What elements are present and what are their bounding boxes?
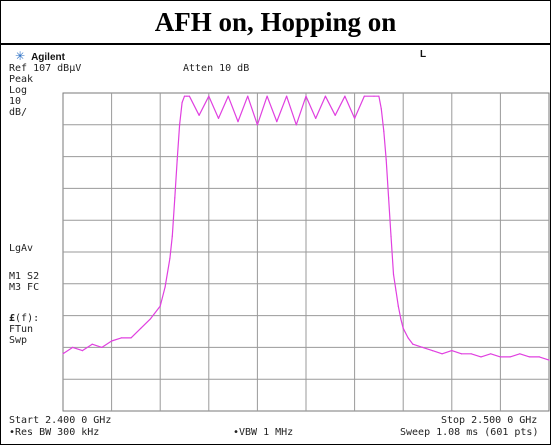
markers-line-1: M1 S2 <box>9 271 40 282</box>
scale-value-label: 10 <box>9 96 22 107</box>
trace-point <box>499 356 501 358</box>
trace-point <box>373 95 375 97</box>
trace-point <box>171 235 173 237</box>
trace-point <box>295 124 297 126</box>
ref-level-readout: Ref 107 dBµV <box>9 63 82 74</box>
trace-point <box>460 353 463 355</box>
trace-point <box>380 108 382 110</box>
figure-title: AFH on, Hopping on <box>1 1 550 45</box>
trace-point <box>519 353 521 355</box>
trace-point <box>174 197 176 199</box>
trace-point <box>400 318 402 320</box>
trace-point <box>188 95 190 97</box>
trace-point <box>538 356 540 358</box>
trace-point <box>72 346 74 348</box>
trace-point <box>509 356 511 358</box>
trace-point <box>315 117 317 119</box>
trace-point <box>324 95 326 97</box>
stop-frequency: Stop 2.500 0 GHz <box>441 415 538 426</box>
trace-point <box>388 197 390 199</box>
scale-type-label: Log <box>9 85 28 96</box>
trace-point <box>186 95 188 97</box>
trace-point <box>217 117 220 119</box>
trace-point <box>490 353 492 355</box>
agilent-starburst-icon: ✳ <box>15 49 26 63</box>
trace-point <box>181 101 183 104</box>
trace-point <box>363 95 365 97</box>
trace-point <box>130 337 132 339</box>
trace-point <box>451 350 453 352</box>
trace-point <box>344 95 346 97</box>
trace-point <box>412 343 414 345</box>
trace-point <box>548 359 550 361</box>
trace-point <box>164 286 166 288</box>
trace-point <box>395 289 397 291</box>
markers-line-2: M3 FC <box>9 282 40 293</box>
trace-point <box>237 121 239 123</box>
sweep-time: Sweep 1.08 ms (601 pts) <box>400 427 539 438</box>
trace-point <box>62 353 64 355</box>
start-frequency: Start 2.400 0 GHz <box>9 415 112 426</box>
trace-point <box>431 350 433 352</box>
analyzer-screen: ✳ Agilent L Ref 107 dBµV Atten 10 dB Peak… <box>1 45 550 444</box>
trace-point <box>227 95 229 97</box>
brand-logo: ✳ Agilent <box>15 49 65 63</box>
spectrum-plot <box>62 92 550 412</box>
mode-flag: L <box>420 49 427 60</box>
freq-offset-suffix: (f): <box>15 313 40 324</box>
trace-point <box>354 117 356 119</box>
trace-point <box>441 353 443 355</box>
trace-point <box>81 350 83 352</box>
trace-point <box>529 356 531 358</box>
resolution-bandwidth: •Res BW 300 kHz <box>9 427 100 438</box>
trace-point <box>266 95 268 97</box>
detector-label: Peak <box>9 74 34 85</box>
trace-point <box>149 318 152 320</box>
ftun-label: FTun <box>9 324 34 335</box>
trace-point <box>407 337 409 339</box>
averaging-label: LgAv <box>9 243 34 254</box>
trace-point <box>470 353 472 355</box>
trace-point <box>101 346 103 348</box>
brand-name: Agilent <box>31 52 65 63</box>
trace-point <box>392 273 395 275</box>
trace-point <box>402 327 404 329</box>
freq-offset-symbol: £ <box>9 313 16 324</box>
trace-point <box>383 130 385 132</box>
trace-point <box>208 95 210 97</box>
scale-units-label: dB/ <box>9 107 28 118</box>
trace-point <box>176 159 178 161</box>
trace-point <box>247 95 249 97</box>
trace-point <box>159 305 161 307</box>
trace-point <box>480 356 482 358</box>
trace-point <box>111 340 113 342</box>
trace-point <box>256 124 258 126</box>
trace-point <box>183 95 186 97</box>
trace-point <box>169 257 171 259</box>
trace-point <box>305 95 307 97</box>
trace-point <box>422 346 424 348</box>
attenuation-readout: Atten 10 dB <box>183 63 250 74</box>
trace-point <box>378 95 380 97</box>
trace-point <box>390 235 392 237</box>
trace-point <box>91 343 93 345</box>
trace-point <box>140 327 142 329</box>
trace-point <box>198 114 200 116</box>
video-bandwidth: •VBW 1 MHz <box>233 427 294 438</box>
trace-point <box>334 114 336 116</box>
freq-offset-label: £(f): <box>9 313 39 324</box>
trace-point <box>179 124 181 126</box>
trace-point <box>276 121 278 123</box>
sweep-mode-label: Swp <box>9 335 28 346</box>
trace-point <box>385 159 387 161</box>
trace-point <box>286 95 288 97</box>
trace-point <box>397 305 399 307</box>
trace-point <box>120 337 122 339</box>
